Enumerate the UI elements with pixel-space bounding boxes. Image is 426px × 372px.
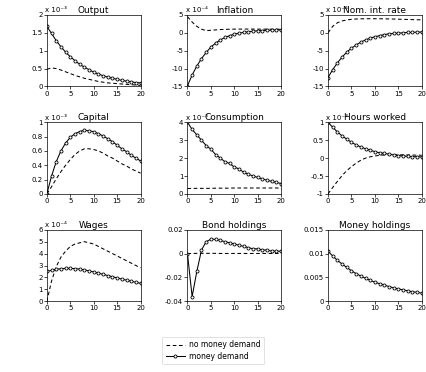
Title: Hours worked: Hours worked xyxy=(344,113,406,122)
Text: x 10⁻³: x 10⁻³ xyxy=(326,115,348,121)
Title: Money holdings: Money holdings xyxy=(339,221,411,230)
Text: x 10⁻⁴: x 10⁻⁴ xyxy=(45,222,67,228)
Title: Bond holdings: Bond holdings xyxy=(202,221,267,230)
Title: Output: Output xyxy=(78,6,109,15)
Title: Capital: Capital xyxy=(78,113,109,122)
Title: Nom. int. rate: Nom. int. rate xyxy=(343,6,406,15)
Legend: no money demand, money demand: no money demand, money demand xyxy=(162,337,264,365)
Text: x 10⁻⁴: x 10⁻⁴ xyxy=(326,7,348,13)
Title: Consumption: Consumption xyxy=(204,113,264,122)
Text: x 10⁻⁴: x 10⁻⁴ xyxy=(186,7,207,13)
Text: x 10⁻³: x 10⁻³ xyxy=(186,115,207,121)
Title: Inflation: Inflation xyxy=(216,6,253,15)
Text: x 10⁻³: x 10⁻³ xyxy=(45,115,67,121)
Text: x 10⁻³: x 10⁻³ xyxy=(45,7,67,13)
Title: Wages: Wages xyxy=(79,221,109,230)
